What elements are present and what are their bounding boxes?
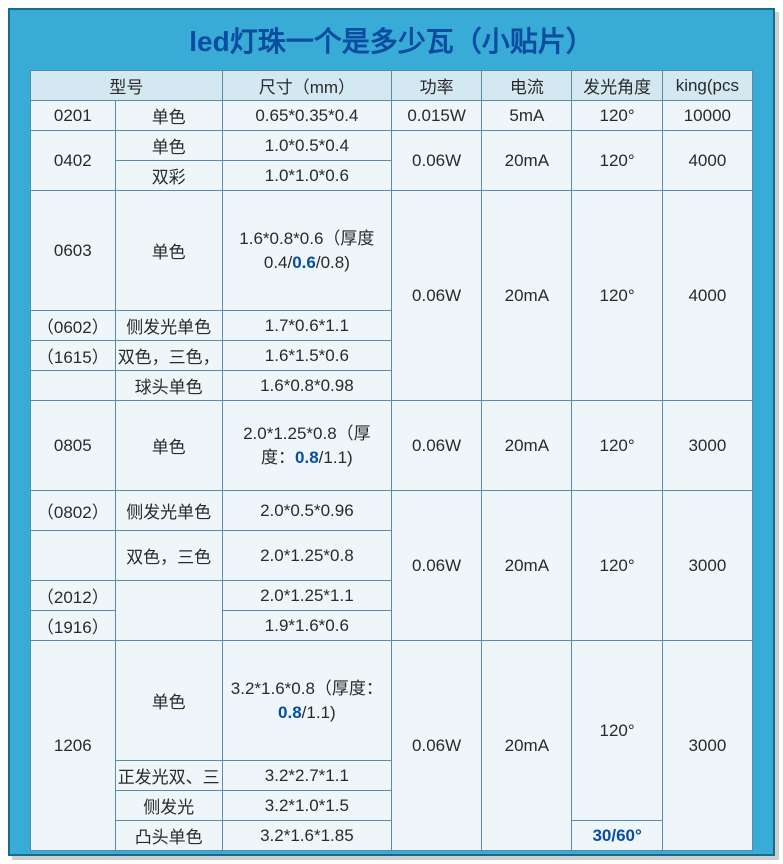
cell-size: 3.2*1.0*1.5 [222, 791, 391, 821]
cell-type: 侧发光单色 [115, 491, 222, 531]
cell-model: 0805 [31, 401, 116, 491]
size-bold: 0.6 [292, 253, 316, 272]
cell-model: 0603 [31, 191, 116, 311]
cell-type: 单色 [115, 401, 222, 491]
cell-angle: 120° [572, 491, 662, 641]
row-0802a: （0802） 侧发光单色 2.0*0.5*0.96 0.06W 20mA 120… [31, 491, 753, 531]
cell-angle: 120° [572, 191, 662, 401]
hdr-model: 型号 [31, 71, 223, 101]
cell-power: 0.06W [391, 191, 481, 401]
cell-current: 20mA [482, 191, 572, 401]
cell-size: 1.7*0.6*1.1 [222, 311, 391, 341]
row-0603: 0603 单色 1.6*0.8*0.6（厚度0.4/0.6/0.8) 0.06W… [31, 191, 753, 311]
cell-size: 2.0*0.5*0.96 [222, 491, 391, 531]
cell-size: 1.9*1.6*0.6 [222, 611, 391, 641]
cell-type: 凸头单色 [115, 821, 222, 851]
cell-size: 1.6*0.8*0.6（厚度0.4/0.6/0.8) [222, 191, 391, 311]
row-0805: 0805 单色 2.0*1.25*0.8（厚度：0.8/1.1) 0.06W 2… [31, 401, 753, 491]
row-0402a: 0402 单色 1.0*0.5*0.4 0.06W 20mA 120° 4000 [31, 131, 753, 161]
cell-type: 单色 [115, 191, 222, 311]
cell-model: （1916） [31, 611, 116, 641]
cell-model: （1615） [31, 341, 116, 371]
cell-type: 双彩 [115, 161, 222, 191]
cell-angle: 120° [572, 401, 662, 491]
cell-angle: 120° [572, 641, 662, 821]
cell-model: （0802） [31, 491, 116, 531]
cell-packing: 4000 [662, 131, 752, 191]
cell-model: 0201 [31, 101, 116, 131]
spec-table: 型号 尺寸（mm） 功率 电流 发光角度 king(pcs 0201 单色 0.… [30, 70, 753, 851]
cell-size: 2.0*1.25*0.8 [222, 531, 391, 581]
page-title: led灯珠一个是多少瓦（小贴片） [30, 20, 753, 60]
cell-type: 双色，三色， [115, 341, 222, 371]
cell-model: 0402 [31, 131, 116, 191]
cell-packing: 3000 [662, 491, 752, 641]
cell-type: 侧发光单色 [115, 311, 222, 341]
cell-type: 双色，三色 [115, 531, 222, 581]
cell-power: 0.06W [391, 401, 481, 491]
cell-packing: 10000 [662, 101, 752, 131]
cell-type: 正发光双、三 [115, 761, 222, 791]
cell-size: 2.0*1.25*1.1 [222, 581, 391, 611]
cell-angle: 30/60° [572, 821, 662, 851]
size-text: 3.2*1.6*0.8（厚度： [231, 679, 383, 698]
cell-size: 2.0*1.25*0.8（厚度：0.8/1.1) [222, 401, 391, 491]
hdr-packing: king(pcs [662, 71, 752, 101]
cell-angle: 120° [572, 131, 662, 191]
cell-model: （2012） [31, 581, 116, 611]
cell-size: 1.0*1.0*0.6 [222, 161, 391, 191]
cell-packing: 3000 [662, 401, 752, 491]
cell-model: 1206 [31, 641, 116, 851]
cell-power: 0.06W [391, 131, 481, 191]
cell-current: 20mA [482, 641, 572, 851]
cell-model [31, 371, 116, 401]
cell-size: 1.0*0.5*0.4 [222, 131, 391, 161]
cell-current: 5mA [482, 101, 572, 131]
cell-angle: 120° [572, 101, 662, 131]
cell-power: 0.06W [391, 641, 481, 851]
size-bold: 0.8 [295, 448, 319, 467]
cell-current: 20mA [482, 401, 572, 491]
cell-type [115, 581, 222, 641]
hdr-size: 尺寸（mm） [222, 71, 391, 101]
row-0201: 0201 单色 0.65*0.35*0.4 0.015W 5mA 120° 10… [31, 101, 753, 131]
cell-size: 3.2*1.6*1.85 [222, 821, 391, 851]
hdr-angle: 发光角度 [572, 71, 662, 101]
cell-current: 20mA [482, 131, 572, 191]
cell-size: 3.2*2.7*1.1 [222, 761, 391, 791]
cell-size: 3.2*1.6*0.8（厚度： 0.8/1.1) [222, 641, 391, 761]
cell-power: 0.06W [391, 491, 481, 641]
cell-packing: 3000 [662, 641, 752, 851]
size-text: /0.8) [316, 253, 350, 272]
size-text: /1.1) [319, 448, 353, 467]
cell-model: （0602） [31, 311, 116, 341]
cell-type: 单色 [115, 131, 222, 161]
cell-type: 球头单色 [115, 371, 222, 401]
cell-size: 1.6*1.5*0.6 [222, 341, 391, 371]
row-1206a: 1206 单色 3.2*1.6*0.8（厚度：0.8/1.1) 0.06W 20… [31, 641, 753, 761]
hdr-current: 电流 [482, 71, 572, 101]
hdr-power: 功率 [391, 71, 481, 101]
table-frame: led灯珠一个是多少瓦（小贴片） 型号 尺寸（mm） 功率 电流 发光角度 ki… [8, 8, 775, 856]
cell-power: 0.015W [391, 101, 481, 131]
size-bold: 0.8 [278, 703, 302, 722]
cell-type: 侧发光 [115, 791, 222, 821]
cell-type: 单色 [115, 641, 222, 761]
cell-size: 1.6*0.8*0.98 [222, 371, 391, 401]
cell-model [31, 531, 116, 581]
cell-size: 0.65*0.35*0.4 [222, 101, 391, 131]
cell-packing: 4000 [662, 191, 752, 401]
header-row: 型号 尺寸（mm） 功率 电流 发光角度 king(pcs [31, 71, 753, 101]
cell-type: 单色 [115, 101, 222, 131]
cell-current: 20mA [482, 491, 572, 641]
size-text: /1.1) [302, 703, 336, 722]
